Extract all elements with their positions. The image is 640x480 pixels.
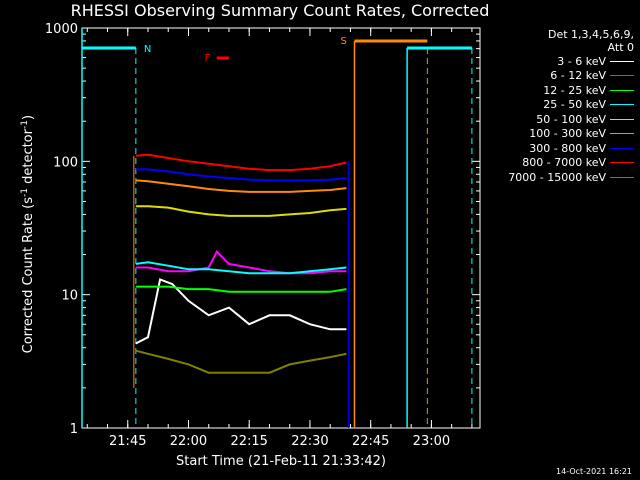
legend-header-line-1: Det 1,3,4,5,6,9, <box>547 28 634 41</box>
legend-entry: 7000 - 15000 keV <box>484 170 634 185</box>
legend-label: 7000 - 15000 keV <box>508 170 606 184</box>
x-axis-label: Start Time (21-Feb-11 21:33:42) <box>176 454 386 469</box>
legend-label: 300 - 800 keV <box>529 141 606 155</box>
series-line-7 <box>135 168 347 182</box>
legend-swatch <box>610 176 634 178</box>
legend-swatch <box>610 118 634 120</box>
legend-swatch <box>610 162 634 164</box>
series-line-6 <box>135 179 347 193</box>
chart-title: RHESSI Observing Summary Count Rates, Co… <box>70 1 490 20</box>
x-tick-label: 22:30 <box>291 434 328 449</box>
series-line-5 <box>135 205 347 217</box>
legend-entry: 100 - 300 keV <box>484 127 634 142</box>
flare-label: F <box>205 53 211 64</box>
legend: Det 1,3,4,5,6,9, Att 0 3 - 6 keV 6 - 12 k… <box>484 28 634 185</box>
legend-entry: 50 - 100 keV <box>484 112 634 127</box>
legend-label: 800 - 7000 keV <box>522 156 606 170</box>
legend-swatch <box>610 147 634 149</box>
legend-swatch <box>610 89 634 91</box>
legend-entry: 6 - 12 keV <box>484 69 634 84</box>
legend-label: 50 - 100 keV <box>536 112 606 126</box>
series-line-3 <box>135 285 347 293</box>
legend-entry: 3 - 6 keV <box>484 54 634 69</box>
y-tick-label: 10 <box>61 289 78 304</box>
y-tick-label: 100 <box>53 155 78 170</box>
x-tick-label: 21:45 <box>109 434 146 449</box>
legend-entry: 25 - 50 keV <box>484 98 634 113</box>
legend-header-line-2: Att 0 <box>607 41 634 54</box>
legend-label: 100 - 300 keV <box>529 127 606 141</box>
legend-entry: 800 - 7000 keV <box>484 156 634 171</box>
series-line-8 <box>135 153 347 172</box>
y-tick-label: 1000 <box>45 22 78 37</box>
saa-label: S <box>340 36 346 47</box>
y-axis-label: Corrected Count Rate (s-1 detector-1) <box>19 114 37 354</box>
legend-label: 25 - 50 keV <box>543 98 606 112</box>
y-tick-label: 1 <box>70 422 78 437</box>
legend-entry: 12 - 25 keV <box>484 83 634 98</box>
legend-swatch <box>610 60 634 62</box>
series-line-2 <box>135 250 347 275</box>
legend-entry: 300 - 800 keV <box>484 141 634 156</box>
series-line-1 <box>135 278 347 345</box>
footer-date: 14-Oct-2021 16:21 <box>556 467 632 476</box>
x-tick-label: 22:15 <box>230 434 267 449</box>
legend-label: 3 - 6 keV <box>557 54 606 68</box>
series-line-4 <box>135 261 347 275</box>
legend-label: 12 - 25 keV <box>543 83 606 97</box>
x-tick-label: 22:00 <box>170 434 207 449</box>
legend-swatch <box>610 75 634 77</box>
legend-swatch <box>610 133 634 135</box>
series-line-9 <box>135 349 347 374</box>
night-label: N <box>144 44 151 55</box>
x-tick-label: 23:00 <box>413 434 450 449</box>
legend-label: 6 - 12 keV <box>550 69 606 83</box>
x-tick-label: 22:45 <box>352 434 389 449</box>
legend-swatch <box>610 104 634 106</box>
